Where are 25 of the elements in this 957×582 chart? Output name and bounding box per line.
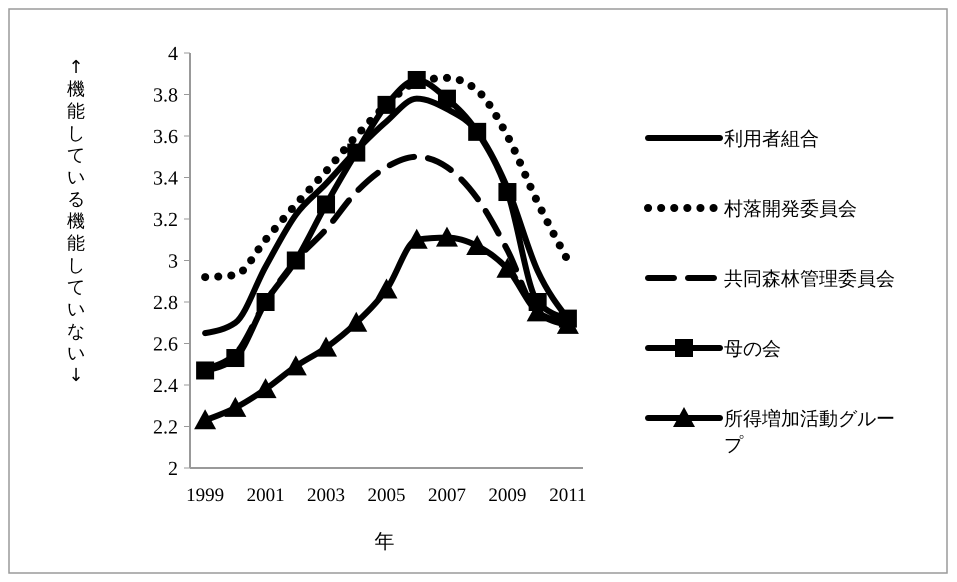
x-axis-title: 年 — [374, 529, 394, 553]
y-tick-label: 3.8 — [153, 84, 178, 106]
y-tick-label: 2.6 — [153, 334, 178, 356]
x-tick-label: 2001 — [246, 485, 285, 506]
y-tick-label: 2.8 — [153, 292, 178, 314]
legend-label: 母の会 — [724, 338, 781, 360]
y-tick-label: 3.6 — [153, 126, 178, 148]
x-tick-label: 2003 — [307, 485, 346, 506]
y-tick-label: 4 — [168, 43, 178, 65]
legend-label: 所得増加活動グループ — [724, 408, 895, 456]
x-tick-label: 1999 — [186, 485, 224, 506]
legend-label: 利用者組合 — [724, 128, 819, 150]
x-tick-label: 2011 — [549, 485, 587, 506]
x-tick-label: 2005 — [368, 485, 406, 506]
legend-label: 村落開発委員会 — [723, 198, 857, 220]
y-tick-label: 3.2 — [153, 209, 178, 231]
y-tick-label: 3 — [168, 250, 178, 272]
y-tick-label: 2 — [168, 458, 178, 480]
x-tick-label: 2009 — [488, 485, 526, 506]
legend-label: 共同森林管理委員会 — [724, 268, 895, 290]
y-tick-label: 3.4 — [153, 168, 178, 190]
y-tick-label: 2.4 — [153, 375, 178, 397]
x-tick-label: 2007 — [428, 485, 466, 506]
text: ↑機能している機能していない↓ — [67, 57, 85, 386]
y-tick-label: 2.2 — [153, 416, 178, 438]
